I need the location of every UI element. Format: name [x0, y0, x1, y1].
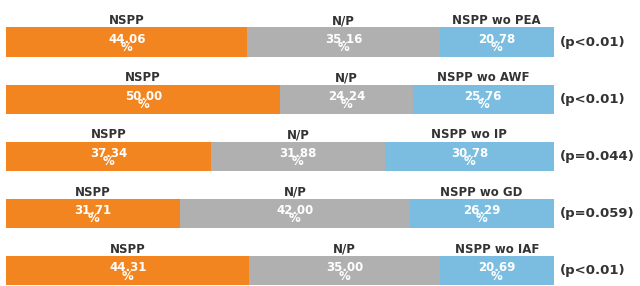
- Bar: [6, 27, 248, 57]
- Text: NSPP: NSPP: [109, 243, 145, 256]
- Bar: [385, 142, 554, 171]
- Text: %: %: [292, 155, 304, 168]
- Bar: [249, 256, 440, 285]
- Text: N/P: N/P: [333, 243, 356, 256]
- Text: NSPP wo PEA: NSPP wo PEA: [452, 14, 541, 27]
- Bar: [440, 27, 554, 57]
- Text: 30.78: 30.78: [451, 147, 488, 160]
- Bar: [180, 199, 410, 228]
- Text: %: %: [340, 98, 352, 111]
- Text: %: %: [122, 270, 134, 283]
- Text: %: %: [338, 41, 349, 54]
- Text: 44.06: 44.06: [108, 33, 146, 46]
- Text: NSPP: NSPP: [109, 14, 145, 27]
- Bar: [410, 199, 554, 228]
- Text: %: %: [476, 212, 488, 225]
- Bar: [413, 85, 554, 114]
- Bar: [6, 199, 180, 228]
- Text: 25.76: 25.76: [465, 90, 502, 103]
- Text: NSPP: NSPP: [91, 128, 127, 142]
- Text: NSPP wo IP: NSPP wo IP: [431, 128, 508, 142]
- Text: (p=0.059): (p=0.059): [560, 207, 635, 220]
- Text: 37.34: 37.34: [90, 147, 127, 160]
- Text: N/P: N/P: [335, 71, 358, 84]
- Bar: [280, 85, 413, 114]
- Text: 31.88: 31.88: [279, 147, 317, 160]
- Text: %: %: [477, 98, 489, 111]
- Text: 35.16: 35.16: [325, 33, 362, 46]
- Text: N/P: N/P: [287, 128, 309, 142]
- Text: 44.31: 44.31: [109, 261, 147, 275]
- Text: %: %: [463, 155, 476, 168]
- Text: %: %: [121, 41, 133, 54]
- Text: 24.24: 24.24: [328, 90, 365, 103]
- Bar: [211, 142, 385, 171]
- Bar: [6, 142, 211, 171]
- Text: NSPP: NSPP: [76, 186, 111, 199]
- Text: N/P: N/P: [284, 186, 307, 199]
- Bar: [248, 27, 440, 57]
- Text: 20.69: 20.69: [478, 261, 516, 275]
- Text: N/P: N/P: [332, 14, 355, 27]
- Bar: [6, 256, 249, 285]
- Text: 42.00: 42.00: [276, 204, 314, 217]
- Text: 20.78: 20.78: [478, 33, 515, 46]
- Text: 50.00: 50.00: [125, 90, 162, 103]
- Text: NSPP wo GD: NSPP wo GD: [440, 186, 523, 199]
- Text: %: %: [102, 155, 115, 168]
- Text: (p<0.01): (p<0.01): [560, 264, 626, 277]
- Text: 31.71: 31.71: [75, 204, 112, 217]
- Text: %: %: [289, 212, 301, 225]
- Text: 35.00: 35.00: [326, 261, 364, 275]
- Text: %: %: [138, 98, 149, 111]
- Text: %: %: [339, 270, 351, 283]
- Bar: [6, 85, 280, 114]
- Text: NSPP wo IAF: NSPP wo IAF: [455, 243, 539, 256]
- Text: (p=0.044): (p=0.044): [560, 150, 635, 163]
- Text: %: %: [491, 270, 503, 283]
- Text: %: %: [491, 41, 502, 54]
- Text: NSPP: NSPP: [125, 71, 161, 84]
- Text: %: %: [87, 212, 99, 225]
- Text: 26.29: 26.29: [463, 204, 500, 217]
- Text: (p<0.01): (p<0.01): [560, 35, 626, 49]
- Bar: [440, 256, 554, 285]
- Text: (p<0.01): (p<0.01): [560, 93, 626, 106]
- Text: NSPP wo AWF: NSPP wo AWF: [437, 71, 529, 84]
